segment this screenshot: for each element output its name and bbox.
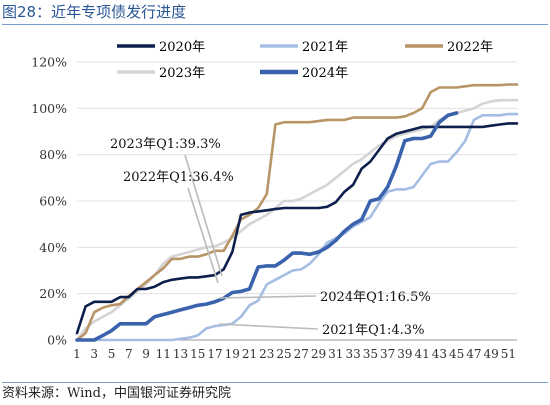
x-tick-label: 11 <box>156 347 171 361</box>
x-tick-label: 21 <box>242 347 257 361</box>
x-tick-label: 45 <box>449 347 464 361</box>
annotation-label: 2023年Q1:39.3% <box>110 137 221 152</box>
x-tick-label: 37 <box>380 347 395 361</box>
x-tick-label: 43 <box>432 347 447 361</box>
source-note: 资料来源：Wind，中国银河证券研究院 <box>2 382 548 405</box>
annotation-label: 2021年Q1:4.3% <box>322 323 424 338</box>
annotation-label: 2024年Q1:16.5% <box>320 290 431 305</box>
x-tick-label: 1 <box>73 347 81 361</box>
x-tick-label: 23 <box>259 347 274 361</box>
y-tick-label: 80% <box>39 147 67 162</box>
y-tick-label: 60% <box>39 194 67 209</box>
x-tick-label: 19 <box>225 347 240 361</box>
legend-label: 2024年 <box>302 66 348 81</box>
legend-label: 2023年 <box>159 66 205 81</box>
series-line-2021 <box>75 112 519 342</box>
series-lines <box>75 83 519 342</box>
y-tick-label: 100% <box>31 101 67 116</box>
annotation-label: 2022年Q1:36.4% <box>123 170 234 185</box>
legend-label: 2021年 <box>302 40 348 55</box>
y-tick-label: 0% <box>47 333 67 348</box>
x-tick-label: 3 <box>90 347 98 361</box>
annotations: 2023年Q1:39.3% 2022年Q1:36.4% 2024年Q1:16.5% 2… <box>110 137 431 338</box>
y-tick-label: 120% <box>31 55 67 70</box>
x-axis: 1 3 5 7 9 11 13 15 17 19 21 23 25 27 29 31 33 35 37 39 41 43 4… <box>73 339 517 361</box>
x-tick-label: 13 <box>173 347 188 361</box>
x-tick-label: 9 <box>142 347 150 361</box>
series-line-2024 <box>75 111 459 342</box>
series-line-2020 <box>75 122 519 335</box>
figure-title: 图28：近年专项债发行进度 <box>2 0 548 25</box>
legend: 2020年 2021年 2022年 2023年 2024年 <box>117 40 493 81</box>
line-chart: 0%20%40%60%80%100%120% 1 3 5 7 9 11 13 15 17 19 21… <box>31 40 519 361</box>
x-tick-label: 49 <box>483 347 498 361</box>
x-tick-label: 15 <box>190 347 205 361</box>
x-tick-label: 25 <box>276 347 291 361</box>
x-tick-label: 39 <box>397 347 412 361</box>
legend-label: 2020年 <box>159 40 205 55</box>
y-tick-label: 20% <box>39 286 67 301</box>
annotation-leader-line <box>187 187 219 284</box>
x-tick-label: 27 <box>294 347 309 361</box>
x-tick-label: 29 <box>311 347 326 361</box>
annotation-leader-line <box>218 323 319 330</box>
x-tick-label: 17 <box>207 347 222 361</box>
legend-label: 2022年 <box>447 40 493 55</box>
x-tick-label: 51 <box>501 347 516 361</box>
x-tick-label: 41 <box>414 347 429 361</box>
annotation-leader-line <box>218 295 317 299</box>
x-tick-label: 33 <box>345 347 360 361</box>
y-tick-label: 40% <box>39 240 67 255</box>
series-line-2022 <box>75 83 519 342</box>
x-tick-label: 31 <box>328 347 343 361</box>
x-tick-label: 5 <box>108 347 116 361</box>
y-axis: 0% 20% 40% 60% 80% 100% 120% <box>31 55 67 348</box>
annotation-leader-line <box>184 154 223 277</box>
x-tick-label: 7 <box>125 347 133 361</box>
x-tick-label: 47 <box>466 347 481 361</box>
x-tick-label: 35 <box>363 347 378 361</box>
